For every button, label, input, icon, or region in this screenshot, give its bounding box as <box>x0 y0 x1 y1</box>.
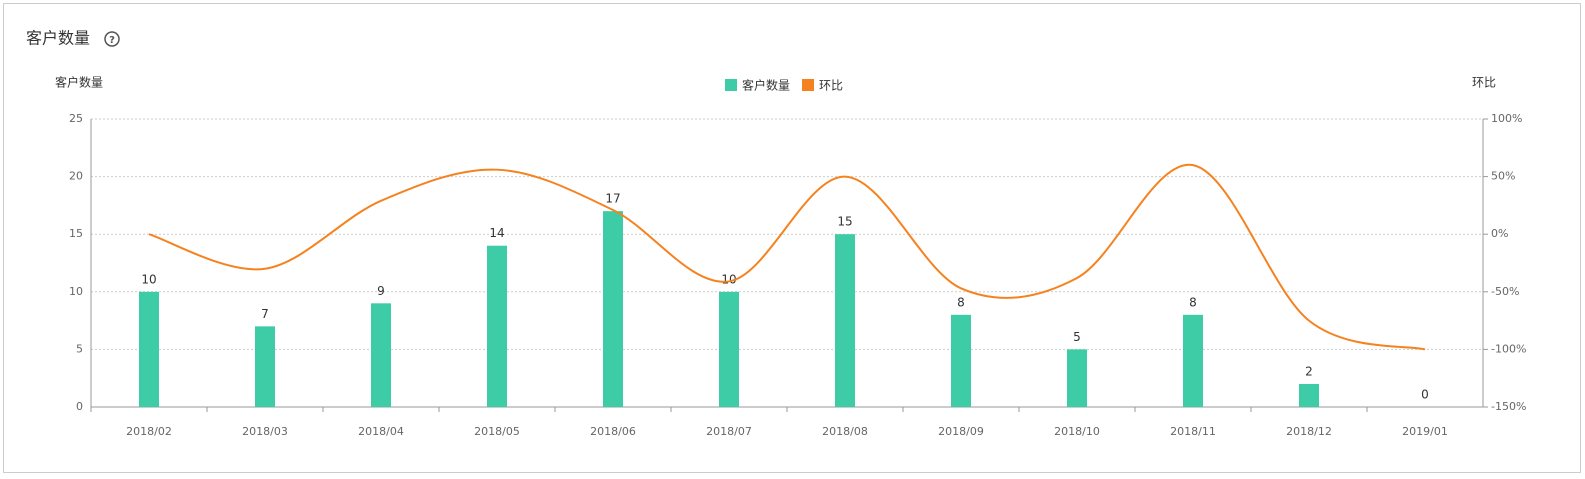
help-icon[interactable]: ? <box>104 31 120 47</box>
y-tick-label: 20 <box>69 170 83 183</box>
legend-label: 客户数量 <box>742 78 790 93</box>
y2-tick-label: -150% <box>1491 400 1526 413</box>
bar <box>1183 314 1203 407</box>
x-tick-label: 2018/06 <box>590 425 636 438</box>
y-tick-label: 0 <box>76 400 83 413</box>
bar <box>951 314 971 407</box>
bar <box>835 234 855 407</box>
x-tick-label: 2018/03 <box>242 425 288 438</box>
y2-tick-label: 0% <box>1491 227 1508 240</box>
data-label: 0 <box>1421 388 1429 402</box>
x-tick-label: 2018/07 <box>706 425 752 438</box>
x-tick-label: 2019/01 <box>1402 425 1448 438</box>
x-tick-label: 2018/12 <box>1286 425 1332 438</box>
data-label: 5 <box>1073 330 1081 344</box>
y2-tick-label: 100% <box>1491 112 1522 125</box>
legend-label: 环比 <box>819 79 843 93</box>
y-tick-label: 15 <box>69 227 83 240</box>
bar <box>603 211 623 407</box>
panel <box>3 3 1581 473</box>
x-tick-label: 2018/10 <box>1054 425 1100 438</box>
y2-tick-label: -100% <box>1491 342 1526 355</box>
x-tick-label: 2018/11 <box>1170 425 1216 438</box>
bar <box>487 245 507 407</box>
data-label: 10 <box>141 272 156 286</box>
data-label: 9 <box>377 284 385 298</box>
bar <box>139 291 159 407</box>
svg-text:?: ? <box>109 35 115 46</box>
y-tick-label: 25 <box>69 112 83 125</box>
bar <box>1299 383 1319 407</box>
x-tick-label: 2018/02 <box>126 425 172 438</box>
chart-title: 客户数量 <box>26 29 90 48</box>
data-label: 8 <box>1189 295 1197 309</box>
y-tick-label: 5 <box>76 342 83 355</box>
y-axis-title: 客户数量 <box>55 75 103 90</box>
y2-axis-title: 环比 <box>1472 76 1496 90</box>
data-label: 14 <box>489 226 504 240</box>
data-label: 7 <box>261 307 269 321</box>
x-tick-label: 2018/08 <box>822 425 868 438</box>
y2-tick-label: 50% <box>1491 170 1515 183</box>
x-tick-label: 2018/04 <box>358 425 404 438</box>
bar <box>255 326 275 407</box>
data-label: 17 <box>605 192 620 206</box>
data-label: 8 <box>957 295 965 309</box>
data-label: 10 <box>721 272 736 286</box>
bar <box>1067 349 1087 407</box>
line <box>148 164 1426 351</box>
y2-tick-label: -50% <box>1491 285 1519 298</box>
bar <box>371 303 391 407</box>
bar <box>719 291 739 407</box>
y-tick-label: 10 <box>69 285 83 298</box>
data-label: 2 <box>1305 364 1313 378</box>
data-label: 15 <box>837 215 852 229</box>
legend-swatch <box>725 79 737 91</box>
legend-swatch <box>802 79 815 91</box>
x-tick-label: 2018/05 <box>474 425 520 438</box>
x-tick-label: 2018/09 <box>938 425 984 438</box>
